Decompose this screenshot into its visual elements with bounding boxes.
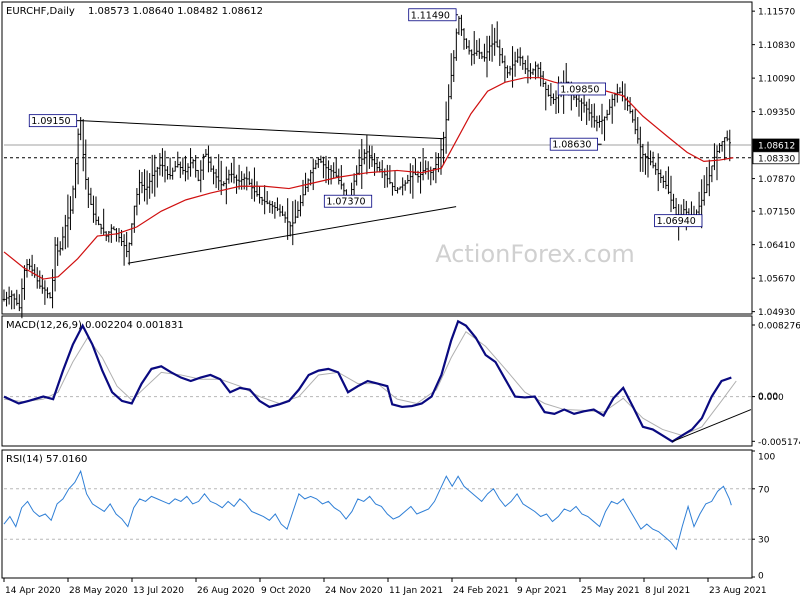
- price-trendline: [80, 120, 445, 140]
- macd-axis-label: 0.000: [758, 393, 784, 403]
- rsi-plot: [3, 469, 732, 551]
- price-annotation-box: [557, 82, 607, 96]
- price-annotation-box: [549, 137, 599, 151]
- price-annotation-label: 1.09850: [560, 84, 599, 95]
- moving-average-line: [3, 77, 734, 280]
- rsi-grid: [4, 488, 751, 540]
- price-axis-label: 1.10830: [758, 41, 795, 51]
- time-axis-label: 24 Nov 2020: [325, 586, 383, 596]
- macd-axis-label: 0.008276: [758, 321, 800, 331]
- time-axis-label: 25 May 2021: [581, 586, 640, 596]
- price-trendline: [127, 206, 457, 264]
- level-price-tag: [752, 151, 800, 165]
- time-axis-label: 9 Oct 2020: [261, 586, 311, 596]
- time-axis-label: 11 Jan 2021: [389, 586, 443, 596]
- price-annotation: 1.11490: [408, 8, 459, 22]
- price-axis-label: 1.06410: [758, 241, 795, 251]
- price-annotation-label: 1.06940: [657, 216, 696, 227]
- time-axis-label: 13 Jul 2020: [133, 586, 184, 596]
- price-axis: 1.11570 1.10830 1.10090 1.09350 1.08612 1.083…: [752, 8, 800, 318]
- price-annotation-label: 1.11490: [411, 10, 450, 21]
- price-axis-label: 1.05670: [758, 275, 795, 285]
- price-annotation-box: [654, 214, 703, 228]
- price-axis-label: 1.11570: [758, 8, 795, 18]
- price-annotation-label: 1.07370: [326, 197, 365, 208]
- rsi-axis-label: 100: [758, 453, 775, 463]
- current-price-tag: [752, 138, 800, 152]
- macd-main-line: [3, 319, 732, 443]
- rsi-axis: 100 70 30 0: [752, 450, 775, 582]
- rsi-panel-frame: [1, 449, 753, 579]
- price-axis-label: 1.09350: [758, 108, 795, 118]
- price-axis-label: 1.10090: [758, 75, 795, 85]
- price-annotation-label: 1.09150: [31, 116, 70, 127]
- watermark-text: ActionForex.com: [435, 240, 635, 268]
- macd-trendline: [672, 409, 752, 443]
- time-axis: 14 Apr 2020 28 May 2020 13 Jul 2020 26 Aug …: [3, 578, 767, 596]
- time-axis-label: 8 Jul 2021: [645, 586, 690, 596]
- time-axis-label: 24 Feb 2021: [453, 586, 509, 596]
- macd-axis-label: -0.005174: [758, 438, 800, 448]
- price-annotation-label: 1.08630: [552, 140, 591, 151]
- rsi-line: [3, 469, 732, 551]
- price-axis-label: 1.07870: [758, 175, 795, 185]
- rsi-axis-label: 30: [758, 536, 770, 546]
- macd-panel-frame: [1, 315, 753, 447]
- price-grid: [4, 144, 751, 159]
- price-annotation: 1.09850: [557, 82, 607, 96]
- price-annotation-box: [28, 114, 78, 128]
- level-price-label: 1.08330: [758, 154, 795, 164]
- ohlc-readout: 1.08573 1.08640 1.08482 1.08612: [88, 6, 263, 17]
- current-price-label: 1.08612: [758, 142, 795, 152]
- time-axis-label: 23 Aug 2021: [709, 586, 767, 596]
- price-annotations: 1.11490 1.09150 1.09850 1.08630 1.07370 1.069…: [28, 8, 703, 228]
- time-axis-label: 28 May 2020: [69, 586, 128, 596]
- rsi-title: RSI(14) 57.0160: [6, 454, 87, 465]
- time-axis-label: 9 Apr 2021: [517, 586, 567, 596]
- time-axis-label: 26 Aug 2020: [197, 586, 255, 596]
- macd-title: MACD(12,26,9) 0.002204 0.001831: [6, 320, 184, 331]
- rsi-axis-label: 70: [758, 485, 770, 495]
- symbol-label: EURCHF,Daily: [6, 6, 75, 17]
- time-axis-label: 14 Apr 2020: [5, 586, 61, 596]
- price-annotation: 1.07370: [323, 194, 373, 208]
- macd-axis: 0.008276 0.000.000 -0.005174: [752, 321, 800, 448]
- price-annotation-box: [323, 194, 373, 208]
- rsi-axis-label: 0: [758, 572, 764, 582]
- price-plot: [2, 14, 734, 319]
- price-annotation-box: [408, 8, 457, 22]
- macd-axis-label: 0.00: [758, 392, 778, 402]
- price-panel-frame: [1, 1, 753, 315]
- price-axis-label: 1.07150: [758, 208, 795, 218]
- price-annotation: 1.09150: [28, 114, 81, 128]
- price-annotation: 1.08630: [549, 137, 602, 151]
- macd-plot: [3, 319, 752, 443]
- price-annotation: 1.06940: [654, 214, 703, 228]
- macd-signal-line: [3, 330, 737, 437]
- price-axis-label: 1.04930: [758, 308, 795, 318]
